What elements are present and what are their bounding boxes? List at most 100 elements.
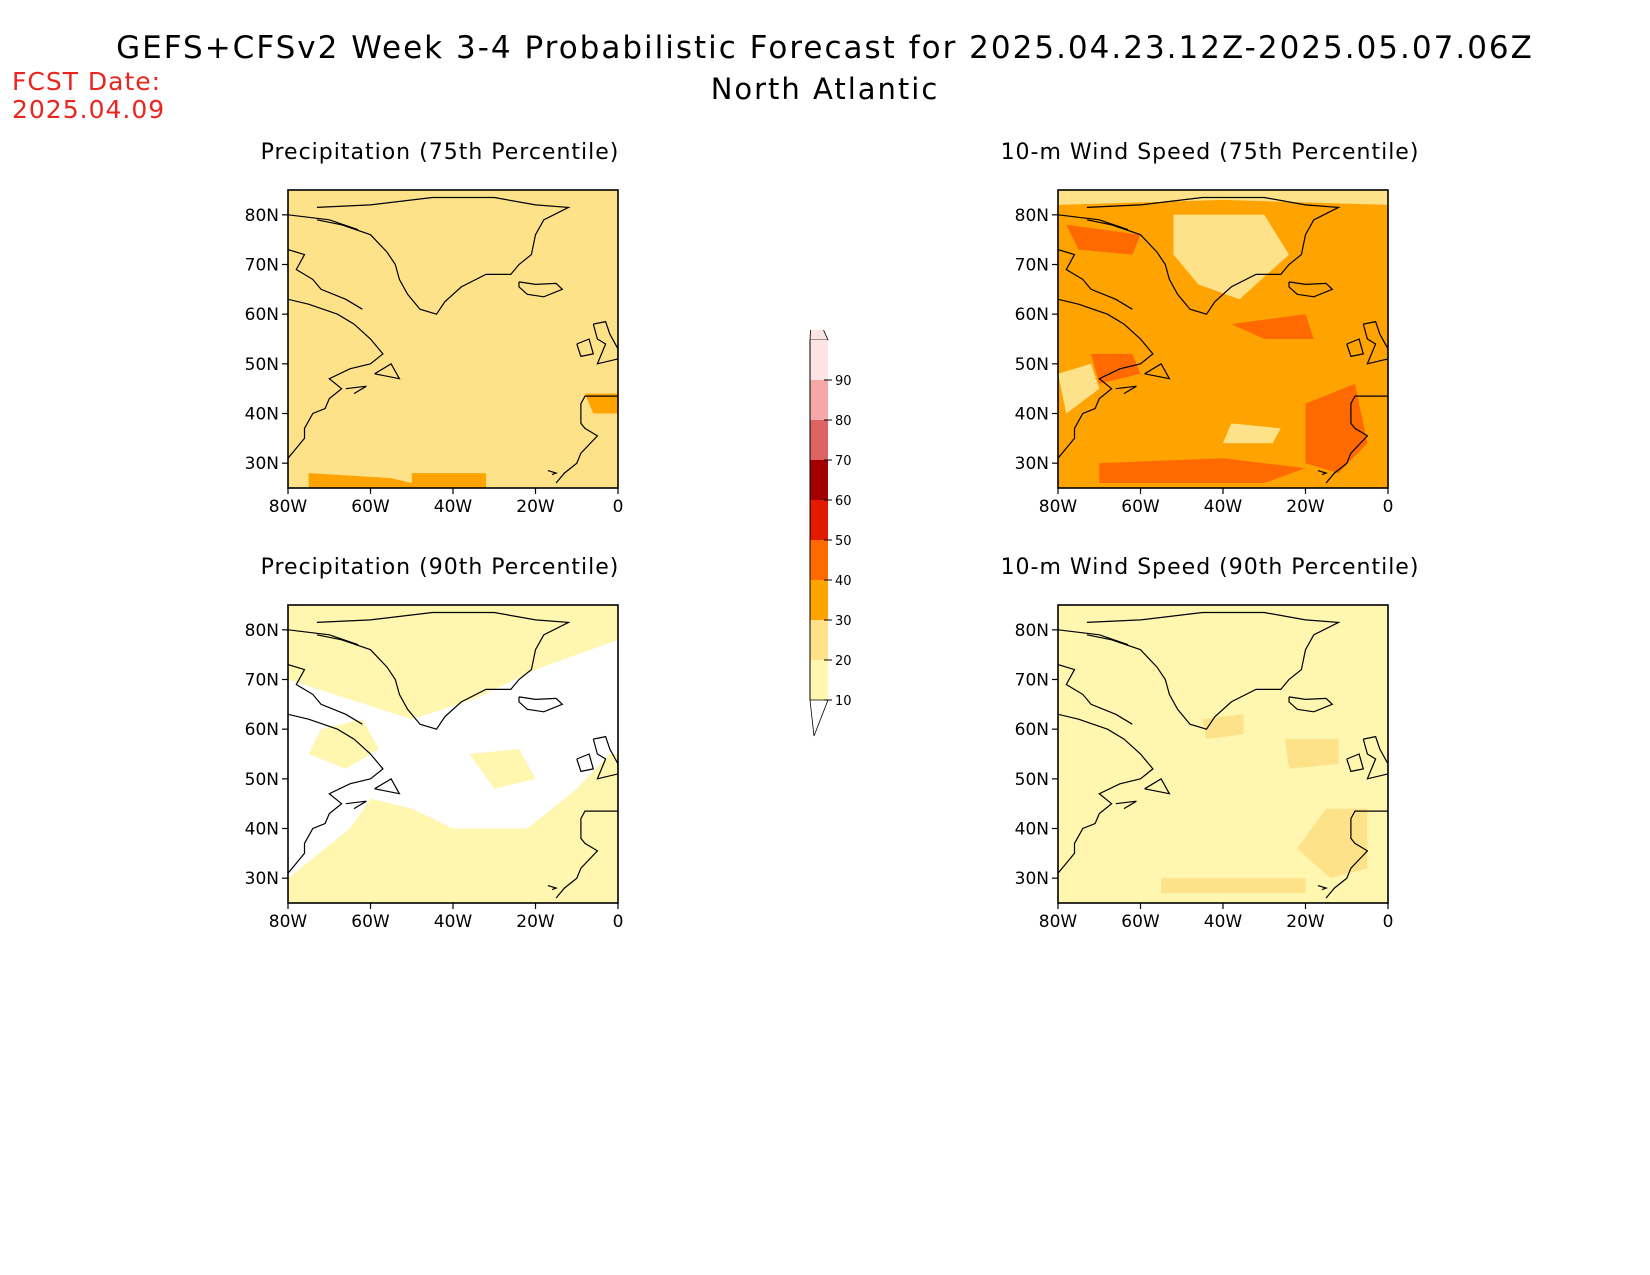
- coastline: [1144, 777, 1171, 795]
- contour-region: [288, 754, 618, 903]
- contour-region: [1058, 808, 1083, 849]
- lat-tick-label: 50N: [1015, 355, 1049, 375]
- colorbar-tick-label: 20: [835, 654, 852, 669]
- coastline: [1058, 249, 1133, 310]
- contour-region: [370, 195, 536, 240]
- colorbar-top-triangle: [809, 303, 829, 341]
- lat-tick-label: 60N: [1015, 720, 1049, 740]
- coastline: [1144, 362, 1171, 380]
- lat-tick-label: 70N: [1015, 256, 1049, 276]
- contour-region: [403, 388, 536, 449]
- coastline: [288, 298, 384, 459]
- coastline: [1058, 629, 1129, 646]
- colorbar-box: [810, 420, 828, 460]
- coastline: [555, 395, 618, 484]
- lat-tick-label: 60N: [245, 305, 279, 325]
- contour-region: [308, 224, 350, 265]
- coastline: [1086, 611, 1341, 730]
- contour-region: [1223, 423, 1281, 444]
- lon-tick-label: 40W: [1204, 497, 1243, 517]
- lon-tick-label: 20W: [516, 497, 555, 517]
- colorbar-svg: 10 20 30 40 50 60 70 80 90: [809, 303, 852, 737]
- forecast-date: FCST Date: 2025.04.09: [12, 68, 165, 124]
- lon-tick-label: 0: [1383, 497, 1394, 517]
- coastline: [288, 713, 384, 874]
- lon-tick-label: 40W: [434, 497, 473, 517]
- lat-tick-label: 30N: [1015, 454, 1049, 474]
- map-svg: 80N 70N 60N 50N 40N 30N 80W 60W 40W 20W 0: [1015, 604, 1394, 932]
- coastline: [1288, 696, 1334, 713]
- colorbar-box: [810, 380, 828, 420]
- forecast-date-label: FCST Date:: [12, 67, 162, 96]
- colorbar-tick-label: 80: [835, 414, 852, 429]
- contour-region: [288, 605, 618, 720]
- lat-tick-label: 40N: [1015, 820, 1049, 840]
- coastline: [288, 629, 359, 646]
- panel-title: 10-m Wind Speed (90th Percentile): [1000, 555, 1420, 580]
- lat-tick-label: 40N: [245, 820, 279, 840]
- coastline: [576, 338, 595, 358]
- lat-tick-label: 80N: [245, 621, 279, 641]
- coastline: [345, 800, 367, 810]
- contour-region: [1231, 314, 1314, 339]
- contour-region: [585, 393, 618, 414]
- lon-tick-label: 80W: [1039, 912, 1078, 932]
- lon-tick-label: 0: [613, 912, 624, 932]
- contour-region: [469, 749, 536, 789]
- colorbar-bottom-triangle: [809, 699, 829, 737]
- coastline: [1086, 196, 1341, 315]
- contour-region: [308, 719, 379, 769]
- coastline: [547, 885, 558, 891]
- coastline: [555, 810, 618, 899]
- coastline: [518, 696, 564, 713]
- coastline: [374, 777, 401, 795]
- panel-title: 10-m Wind Speed (75th Percentile): [1000, 140, 1420, 165]
- colorbar-box: [810, 460, 828, 500]
- lat-tick-label: 30N: [1015, 869, 1049, 889]
- coastline: [288, 664, 363, 725]
- coastline: [288, 249, 363, 310]
- colorbar-tick-label: 30: [835, 614, 852, 629]
- contour-region: [1284, 739, 1339, 769]
- chart-subtitle: North Atlantic: [710, 72, 940, 106]
- coastline: [576, 753, 595, 773]
- coastline: [547, 470, 558, 476]
- colorbar-tick-label: 70: [835, 454, 852, 469]
- map-panel-precip-75: Precipitation (75th Percentile) 80N 70N 60…: [210, 140, 670, 560]
- lat-tick-label: 80N: [245, 206, 279, 226]
- contour-region: [308, 473, 433, 488]
- coastline: [1058, 713, 1154, 874]
- lat-tick-label: 40N: [245, 405, 279, 425]
- coastline: [1317, 470, 1328, 476]
- map-panel-wind-90: 10-m Wind Speed (90th Percentile) 80N 70N…: [980, 555, 1440, 975]
- coastline: [1058, 664, 1133, 725]
- colorbar-box: [810, 580, 828, 620]
- lon-tick-label: 20W: [1286, 497, 1325, 517]
- colorbar-tick-label: 50: [835, 534, 852, 549]
- lon-tick-label: 80W: [269, 912, 308, 932]
- contour-region: [1099, 458, 1306, 483]
- panel-title: Precipitation (90th Percentile): [260, 555, 620, 580]
- contour-region: [1066, 224, 1141, 255]
- coastline: [1058, 298, 1154, 459]
- lat-tick-label: 30N: [245, 869, 279, 889]
- map-panel-wind-75: 10-m Wind Speed (75th Percentile) 80N 70N…: [980, 140, 1440, 560]
- lon-tick-label: 20W: [1286, 912, 1325, 932]
- lat-tick-label: 30N: [245, 454, 279, 474]
- map-panel-precip-90: Precipitation (90th Percentile) 80N 70N 60…: [210, 555, 670, 975]
- coastline: [518, 281, 564, 298]
- lat-tick-label: 80N: [1015, 206, 1049, 226]
- coastline: [1346, 753, 1365, 773]
- forecast-date-value: 2025.04.09: [12, 95, 166, 124]
- coastline: [345, 385, 367, 395]
- contour-region: [1305, 383, 1368, 474]
- contour-region: [1297, 808, 1368, 879]
- lat-tick-label: 80N: [1015, 621, 1049, 641]
- lon-tick-label: 80W: [1039, 497, 1078, 517]
- contour-region: [1058, 363, 1100, 414]
- lon-tick-label: 0: [613, 497, 624, 517]
- lat-tick-label: 50N: [245, 770, 279, 790]
- lon-tick-label: 0: [1383, 912, 1394, 932]
- colorbar-box: [810, 340, 828, 380]
- map-svg: 80N 70N 60N 50N 40N 30N 80W 60W 40W 20W 0: [245, 604, 624, 932]
